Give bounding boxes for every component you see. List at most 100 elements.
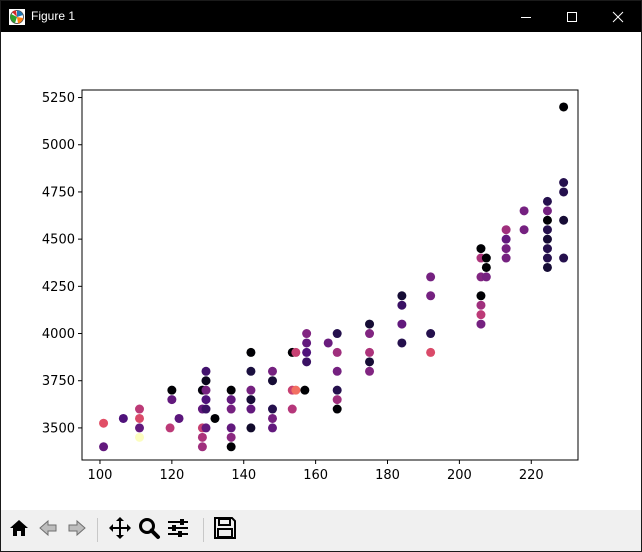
figure-canvas[interactable]: 3500 3750 4000 4250 4500 4750 5000 5250 100 120 1… [1,32,641,510]
scatter-point [99,418,109,428]
floppy-icon [213,516,237,544]
home-button[interactable] [5,516,32,543]
scatter-point [332,385,342,395]
scatter-point [135,432,145,442]
scatter-point [246,366,256,376]
scatter-point [559,253,569,263]
scatter-point [519,206,529,216]
maximize-button[interactable] [549,1,595,32]
scatter-point [197,432,207,442]
toolbar-separator [97,518,98,542]
scatter-points [99,102,569,452]
y-tick-label: 4250 [42,280,75,295]
scatter-point [210,413,220,423]
scatter-point [476,291,486,301]
scatter-point [332,329,342,339]
scatter-point [426,291,436,301]
scatter-point [201,423,211,433]
scatter-point [135,423,145,433]
zoom-button[interactable] [135,516,162,543]
scatter-point [365,347,375,357]
minimize-button[interactable] [503,1,549,32]
matplotlib-logo-icon [9,9,25,25]
close-icon [612,11,624,23]
pan-button[interactable] [106,516,133,543]
y-axis: 3500 3750 4000 4250 4500 4750 5000 5250 [42,91,82,436]
minimize-icon [520,11,532,23]
scatter-point [476,310,486,320]
scatter-point [542,206,552,216]
scatter-point [267,413,277,423]
scatter-point [476,300,486,310]
scatter-point [476,244,486,254]
home-icon [8,517,30,543]
scatter-point [559,178,569,187]
scatter-point [332,404,342,414]
scatter-point [481,272,491,282]
scatter-point [332,395,342,405]
scatter-point [542,262,552,272]
y-tick-label: 3500 [42,421,75,436]
scatter-point [118,413,128,423]
scatter-point [542,234,552,244]
y-tick-label: 5000 [42,138,75,153]
back-button[interactable] [34,516,61,543]
scatter-point [201,395,211,405]
scatter-point [559,187,569,197]
y-tick-label: 4000 [42,327,75,342]
title-bar[interactable]: Figure 1 [1,1,641,32]
configure-subplots-button[interactable] [164,516,191,543]
scatter-point [397,338,407,348]
scatter-point [397,319,407,329]
arrow-right-icon [66,517,88,543]
magnifier-icon [137,516,161,544]
scatter-point [426,329,436,339]
scatter-point [365,357,375,367]
scatter-point [246,385,256,395]
scatter-point [201,385,211,395]
scatter-point [397,300,407,310]
scatter-point [246,347,256,357]
save-button[interactable] [211,516,238,543]
close-button[interactable] [595,1,641,32]
scatter-point [300,385,310,395]
scatter-point [365,319,375,329]
scatter-point [267,366,277,376]
plot-area-frame [81,89,579,461]
scatter-point [501,244,511,254]
forward-button[interactable] [63,516,90,543]
scatter-point [542,253,552,263]
scatter-point [197,442,207,452]
scatter-point [246,404,256,414]
scatter-point [397,291,407,301]
scatter-point [559,102,569,112]
x-tick-label: 100 [88,468,113,483]
scatter-point [332,347,342,357]
scatter-point [201,366,211,376]
x-tick-label: 200 [447,468,472,483]
scatter-point [246,423,256,433]
window-title: Figure 1 [31,9,76,23]
scatter-point [291,347,301,357]
y-tick-label: 4500 [42,233,75,248]
scatter-point [174,413,184,423]
scatter-point [167,385,177,395]
scatter-point [246,395,256,405]
scatter-point [226,404,236,414]
scatter-point [302,329,312,339]
scatter-point [542,244,552,254]
scatter-point [542,215,552,225]
scatter-point [267,404,277,414]
sliders-icon [166,516,190,544]
scatter-point [226,423,236,433]
scatter-point [302,357,312,367]
scatter-point [165,423,175,433]
scatter-point [501,234,511,244]
toolbar-separator [203,518,204,542]
scatter-point [542,196,552,206]
arrow-left-icon [37,517,59,543]
scatter-point [226,432,236,442]
scatter-point [426,272,436,282]
